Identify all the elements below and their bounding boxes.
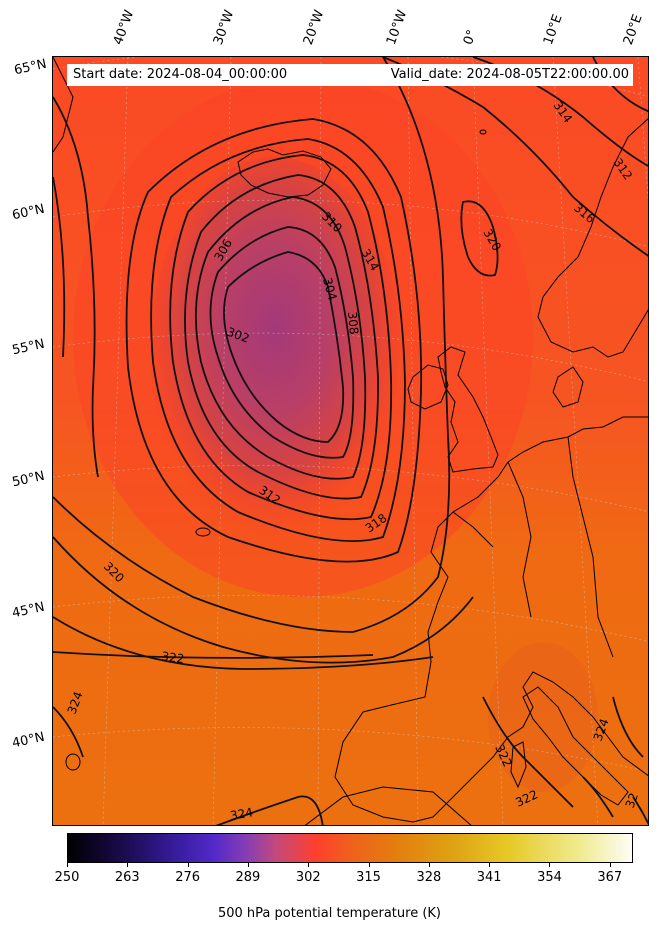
- colorbar-tick: [187, 862, 189, 867]
- latitude-label: 45°N: [10, 599, 46, 622]
- colorbar-tick-label: 367: [597, 870, 623, 885]
- colorbar-tick: [127, 862, 129, 867]
- contour-label: 32: [623, 791, 641, 810]
- colorbar-tick-label: 315: [356, 870, 381, 885]
- colorbar-tick: [308, 862, 310, 867]
- med-warm-patch: [488, 642, 598, 792]
- contour-label: 324: [229, 805, 254, 823]
- low-center-shading: [150, 157, 400, 537]
- colorbar-tick-label: 250: [54, 870, 80, 885]
- colorbar-label: 500 hPa potential temperature (K): [217, 906, 441, 921]
- latitude-label: 55°N: [10, 336, 46, 359]
- colorbar-tick-label: 289: [235, 870, 261, 885]
- longitude-label: 30°W: [210, 8, 238, 47]
- latitude-label: 40°N: [10, 729, 46, 752]
- latitude-label: 60°N: [10, 201, 46, 224]
- longitude-label: 20°W: [300, 8, 328, 47]
- latitude-label: 65°N: [12, 56, 48, 79]
- colorbar-tick: [368, 862, 370, 867]
- colorbar-tick: [549, 862, 551, 867]
- longitude-label: 0°: [460, 27, 481, 47]
- valid-date: Valid_date: 2024-08-05T22:00:00.00: [390, 67, 629, 82]
- colorbar-tick-label: 328: [416, 870, 442, 885]
- colorbar-tick-label: 354: [537, 870, 562, 885]
- colorbar-tick: [247, 862, 249, 867]
- contour-label: 322: [161, 649, 186, 666]
- colorbar-tick-label: 263: [114, 870, 140, 885]
- map-panel: 314 312 316 320 310 306 314 304 308 302 …: [52, 56, 649, 826]
- longitude-label: 40°W: [110, 8, 138, 47]
- map-canvas: 314 312 316 320 310 306 314 304 308 302 …: [53, 57, 648, 825]
- longitude-label: 10°W: [383, 8, 411, 47]
- colorbar-tick: [428, 862, 430, 867]
- colorbar-tick: [609, 862, 611, 867]
- contours: [53, 57, 648, 825]
- contour-label: 308: [345, 311, 361, 335]
- colorbar: [67, 833, 633, 863]
- latitude-label: 50°N: [10, 468, 46, 491]
- start-date: Start date: 2024-08-04_00:00:00: [73, 67, 288, 82]
- colorbar-tick: [489, 862, 491, 867]
- coastlines: [53, 57, 648, 825]
- contour-label: 304: [320, 276, 339, 302]
- colorbar-tick-label: 341: [476, 870, 502, 885]
- colorbar-tick-label: 302: [295, 870, 321, 885]
- colorbar-tick: [67, 862, 68, 867]
- colorbar-tick-label: 276: [175, 870, 201, 885]
- longitude-label: 10°E: [540, 12, 566, 48]
- longitude-label: 20°E: [620, 12, 646, 48]
- date-info-box: Start date: 2024-08-04_00:00:00 Valid_da…: [67, 64, 633, 86]
